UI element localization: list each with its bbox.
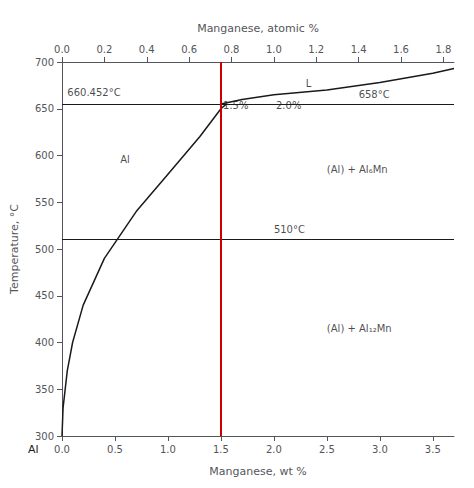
svg-text:0.4: 0.4: [139, 44, 155, 55]
svg-text:550: 550: [35, 197, 54, 208]
svg-text:1.2: 1.2: [308, 44, 324, 55]
svg-text:650: 650: [35, 103, 54, 114]
svg-text:1.0: 1.0: [160, 444, 176, 455]
svg-text:0.0: 0.0: [54, 444, 70, 455]
svg-text:(Al) + Al₆Mn: (Al) + Al₆Mn: [327, 164, 388, 175]
svg-text:660.452°C: 660.452°C: [67, 87, 120, 98]
svg-text:1.6: 1.6: [393, 44, 409, 55]
svg-text:658°C: 658°C: [359, 89, 390, 100]
svg-text:350: 350: [35, 384, 54, 395]
svg-text:Al: Al: [28, 443, 39, 456]
svg-text:2.5: 2.5: [319, 444, 335, 455]
svg-text:1.8: 1.8: [435, 44, 451, 55]
svg-text:400: 400: [35, 337, 54, 348]
svg-text:1.0: 1.0: [266, 44, 282, 55]
svg-text:0.6: 0.6: [181, 44, 197, 55]
svg-text:510°C: 510°C: [274, 224, 305, 235]
svg-text:1.5%: 1.5%: [223, 100, 248, 111]
svg-text:(Al) + Al₁₂Mn: (Al) + Al₁₂Mn: [327, 323, 392, 334]
svg-text:700: 700: [35, 57, 54, 68]
svg-text:0.8: 0.8: [224, 44, 240, 55]
svg-text:1.5: 1.5: [213, 444, 229, 455]
svg-text:300: 300: [35, 431, 54, 442]
svg-text:0.0: 0.0: [54, 44, 70, 55]
svg-text:0.2: 0.2: [96, 44, 112, 55]
svg-text:3.5: 3.5: [425, 444, 441, 455]
svg-text:3.0: 3.0: [372, 444, 388, 455]
svg-text:2.0: 2.0: [266, 444, 282, 455]
svg-text:2.0%: 2.0%: [276, 100, 301, 111]
svg-text:Manganese, atomic %: Manganese, atomic %: [197, 22, 319, 35]
svg-text:Temperature, °C: Temperature, °C: [8, 204, 21, 295]
svg-text:1.4: 1.4: [351, 44, 367, 55]
svg-text:L: L: [306, 78, 312, 89]
svg-text:450: 450: [35, 290, 54, 301]
svg-text:0.5: 0.5: [107, 444, 123, 455]
svg-text:Manganese, wt %: Manganese, wt %: [209, 465, 306, 478]
svg-text:Al: Al: [120, 154, 130, 165]
svg-text:600: 600: [35, 150, 54, 161]
svg-text:500: 500: [35, 244, 54, 255]
